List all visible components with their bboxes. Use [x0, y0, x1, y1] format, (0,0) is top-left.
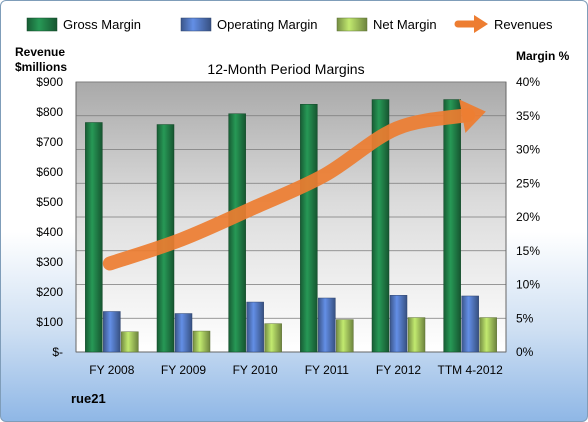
bar-gross-margin [228, 113, 246, 353]
left-axis-title: Revenue [15, 45, 65, 59]
bar-operating-margin [246, 301, 264, 353]
revenue-arrow-line [102, 108, 476, 271]
bar-operating-margin [103, 311, 121, 353]
legend-label: Gross Margin [63, 17, 141, 32]
x-tick-label: FY 2011 [305, 363, 350, 377]
left-tick-label: $700 [36, 135, 63, 149]
bar-net-margin [479, 317, 497, 353]
x-tick-label: FY 2012 [376, 363, 421, 377]
left-tick-label: $800 [36, 105, 63, 119]
bar-net-margin [192, 330, 211, 353]
right-tick-label: 40% [516, 75, 540, 89]
left-tick-label: $600 [36, 165, 63, 179]
legend-swatch-gross-margin [26, 17, 58, 32]
bar-operating-margin [318, 297, 336, 353]
right-tick-label: 20% [516, 210, 540, 224]
left-tick-label: $400 [36, 225, 63, 239]
left-axis-title: $millions [15, 60, 67, 74]
x-tick-label: FY 2010 [233, 363, 278, 377]
right-axis-title: Margin % [516, 49, 570, 63]
legend-swatch-operating-margin [180, 17, 212, 32]
bar-net-margin [264, 323, 282, 353]
left-tick-label: $900 [36, 75, 63, 89]
right-tick-label: 30% [516, 143, 540, 157]
bar-gross-margin [300, 104, 318, 353]
company-label: rue21 [71, 391, 106, 406]
left-tick-label: $200 [36, 285, 63, 299]
x-tick-label: TTM 4-2012 [437, 363, 503, 377]
left-tick-label: $100 [36, 315, 63, 329]
left-tick-label: $300 [36, 255, 63, 269]
legend-label: Operating Margin [217, 17, 317, 32]
bar-operating-margin [174, 313, 193, 353]
revenue-arrowhead [459, 99, 486, 133]
bar-net-margin [121, 331, 139, 353]
left-tick-label: $- [52, 345, 63, 359]
bar-gross-margin [371, 99, 390, 353]
right-tick-label: 10% [516, 278, 540, 292]
bar-gross-margin [85, 122, 103, 353]
left-tick-label: $500 [36, 195, 63, 209]
bar-net-margin [336, 319, 354, 353]
right-tick-label: 35% [516, 109, 540, 123]
right-tick-label: 25% [516, 176, 540, 190]
legend-label: Net Margin [373, 17, 437, 32]
x-tick-label: FY 2009 [161, 363, 206, 377]
right-tick-label: 5% [516, 311, 534, 325]
legend-swatch-revenues-head [474, 15, 488, 33]
bar-operating-margin [461, 295, 479, 353]
bar-net-margin [407, 317, 426, 353]
right-tick-label: 15% [516, 244, 540, 258]
legend-label: Revenues [494, 17, 553, 32]
legend-swatch-net-margin [336, 17, 368, 32]
chart-title: 12-Month Period Margins [207, 61, 364, 77]
right-tick-label: 0% [516, 345, 534, 359]
bar-gross-margin [443, 99, 461, 353]
bar-operating-margin [389, 295, 408, 353]
x-tick-label: FY 2008 [89, 363, 134, 377]
